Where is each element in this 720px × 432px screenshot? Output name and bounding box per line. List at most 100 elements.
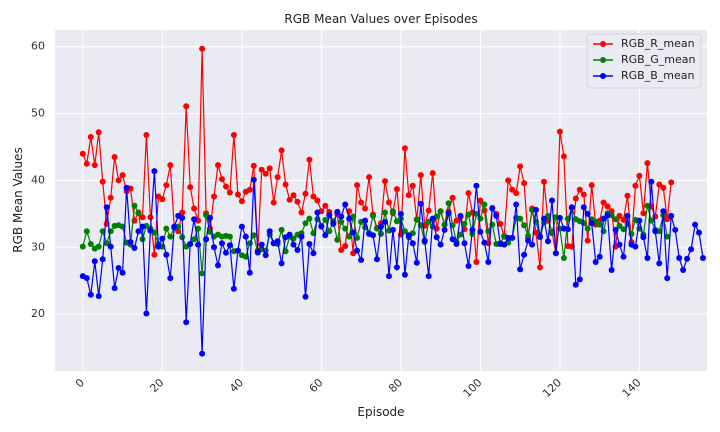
data-point-rgb-b-mean (592, 259, 599, 265)
data-point-rgb-b-mean (226, 242, 233, 249)
data-point-rgb-r-mean (115, 177, 122, 184)
data-point-rgb-b-mean (572, 281, 579, 288)
data-point-rgb-r-mean (111, 154, 118, 160)
data-point-rgb-r-mean (159, 196, 166, 203)
data-point-rgb-r-mean (294, 198, 301, 205)
data-point-rgb-b-mean (437, 241, 444, 248)
data-point-rgb-b-mean (286, 231, 293, 238)
data-point-rgb-b-mean (700, 255, 706, 261)
data-point-rgb-g-mean (179, 234, 186, 241)
data-point-rgb-g-mean (445, 200, 452, 207)
x-tick-label: 40 (227, 376, 246, 395)
data-point-rgb-g-mean (378, 230, 384, 237)
data-point-rgb-b-mean (425, 273, 432, 280)
data-point-rgb-g-mean (461, 220, 468, 227)
data-point-rgb-g-mean (354, 234, 361, 241)
data-point-rgb-r-mean (668, 179, 675, 186)
data-point-rgb-r-mean (393, 186, 400, 193)
data-point-rgb-r-mean (409, 182, 416, 189)
data-point-rgb-g-mean (167, 233, 174, 240)
data-point-rgb-b-mean (318, 223, 325, 230)
data-point-rgb-g-mean (103, 240, 110, 247)
data-point-rgb-b-mean (147, 227, 154, 234)
data-point-rgb-r-mean (290, 192, 297, 199)
data-point-rgb-g-mean (342, 225, 349, 232)
data-point-rgb-r-mean (87, 134, 94, 140)
data-point-rgb-b-mean (564, 226, 571, 233)
data-point-rgb-g-mean (644, 202, 651, 209)
data-point-rgb-b-mean (465, 263, 472, 269)
data-point-rgb-b-mean (485, 259, 492, 265)
data-point-rgb-b-mean (397, 210, 404, 217)
data-point-rgb-r-mean (95, 129, 102, 136)
data-point-rgb-b-mean (135, 228, 142, 235)
data-point-rgb-r-mean (644, 160, 651, 167)
data-point-rgb-b-mean (302, 293, 309, 300)
data-point-rgb-r-mean (449, 194, 456, 201)
data-point-rgb-b-mean (334, 208, 341, 215)
y-tick-label: 40 (31, 173, 45, 186)
data-point-rgb-r-mean (250, 162, 257, 169)
data-point-rgb-g-mean (596, 221, 603, 228)
data-point-rgb-b-mean (163, 251, 170, 258)
data-point-rgb-b-mean (215, 262, 221, 269)
y-tick-label: 20 (31, 307, 45, 320)
data-point-rgb-b-mean (537, 233, 543, 240)
legend-marker-rgb-g-mean (600, 57, 606, 63)
data-point-rgb-b-mean (413, 259, 420, 266)
data-point-rgb-b-mean (501, 241, 508, 248)
data-point-rgb-b-mean (139, 223, 146, 230)
data-point-rgb-r-mean (322, 202, 329, 209)
data-point-rgb-b-mean (417, 200, 424, 207)
data-point-rgb-r-mean (338, 247, 345, 253)
data-point-rgb-r-mean (660, 184, 667, 191)
data-point-rgb-r-mean (342, 243, 349, 249)
x-tick-label: 60 (307, 376, 326, 395)
data-point-rgb-g-mean (560, 255, 567, 261)
data-point-rgb-g-mean (278, 226, 285, 233)
data-point-rgb-g-mean (549, 230, 555, 237)
data-point-rgb-b-mean (310, 250, 317, 257)
data-point-rgb-g-mean (79, 243, 86, 250)
y-axis-ticks: 20 30 40 50 60 (31, 40, 45, 320)
data-point-rgb-b-mean (648, 178, 655, 185)
data-point-rgb-r-mean (83, 160, 90, 167)
data-point-rgb-b-mean (433, 234, 440, 241)
data-point-rgb-b-mean (386, 273, 392, 280)
data-point-rgb-b-mean (624, 212, 631, 219)
data-point-rgb-b-mean (533, 206, 539, 213)
data-point-rgb-b-mean (111, 285, 118, 292)
data-point-rgb-r-mean (632, 182, 639, 189)
x-tick-label: 120 (540, 376, 564, 400)
x-tick-label: 80 (386, 376, 405, 395)
data-point-rgb-b-mean (664, 275, 671, 282)
data-point-rgb-b-mean (199, 350, 206, 357)
data-point-rgb-r-mean (477, 197, 484, 204)
data-point-rgb-b-mean (616, 241, 623, 248)
data-point-rgb-b-mean (298, 233, 305, 240)
data-point-rgb-b-mean (254, 249, 261, 255)
y-axis-label: RGB Mean Values (11, 147, 25, 252)
data-point-rgb-b-mean (576, 276, 583, 283)
data-point-rgb-g-mean (191, 236, 198, 243)
data-point-rgb-b-mean (473, 182, 480, 189)
data-point-rgb-g-mean (584, 225, 591, 232)
data-point-rgb-r-mean (386, 199, 392, 206)
data-point-rgb-b-mean (405, 232, 412, 239)
data-point-rgb-b-mean (238, 223, 245, 230)
data-point-rgb-g-mean (465, 211, 472, 218)
data-point-rgb-r-mean (99, 178, 106, 185)
data-point-rgb-b-mean (151, 168, 158, 175)
data-point-rgb-g-mean (199, 270, 206, 277)
data-point-rgb-b-mean (401, 271, 408, 278)
data-point-rgb-g-mean (473, 210, 480, 217)
data-point-rgb-b-mean (290, 241, 297, 248)
data-point-rgb-b-mean (330, 220, 337, 227)
x-axis-label: Episode (357, 405, 404, 419)
data-point-rgb-r-mean (513, 190, 520, 197)
data-point-rgb-b-mean (242, 233, 249, 240)
data-point-rgb-r-mean (215, 162, 221, 169)
data-point-rgb-r-mean (497, 220, 504, 227)
data-point-rgb-b-mean (668, 212, 675, 219)
data-point-rgb-b-mean (338, 213, 345, 220)
